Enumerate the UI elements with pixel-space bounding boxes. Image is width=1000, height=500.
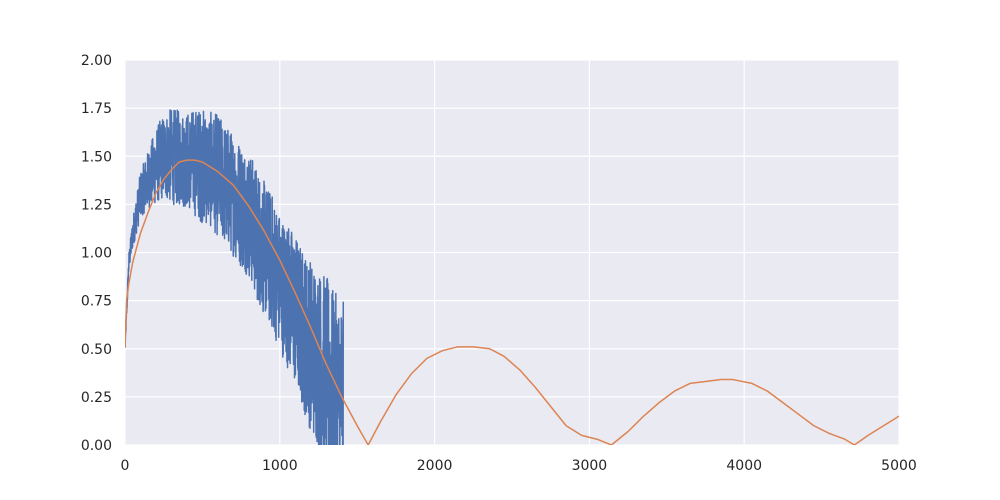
series-0-line [125, 109, 345, 445]
x-tick-label-0: 0 [121, 458, 130, 474]
y-tick-label-7: 1.75 [81, 101, 112, 117]
y-tick-label-4: 1.00 [81, 246, 112, 262]
y-axis-ticks: 0.00 0.25 0.50 0.75 1.00 1.25 1.50 1.75 2.00 [81, 53, 112, 454]
x-tick-label-5: 5000 [881, 458, 917, 474]
y-tick-label-8: 2.00 [81, 53, 112, 69]
y-tick-label-3: 0.75 [81, 294, 112, 310]
x-tick-label-2: 2000 [417, 458, 453, 474]
x-tick-label-1: 1000 [262, 458, 298, 474]
y-tick-label-5: 1.25 [81, 197, 112, 213]
grid-lines [124, 59, 900, 446]
x-tick-label-3: 3000 [572, 458, 608, 474]
y-tick-label-1: 0.25 [81, 390, 112, 406]
series-1-line [125, 159, 899, 445]
y-tick-label-0: 0.00 [81, 438, 112, 454]
y-tick-label-6: 1.50 [81, 149, 112, 165]
series-lines [125, 109, 899, 445]
x-tick-label-4: 4000 [726, 458, 762, 474]
y-tick-label-2: 0.50 [81, 342, 112, 358]
x-axis-ticks: 0 1000 2000 3000 4000 5000 [121, 458, 917, 474]
